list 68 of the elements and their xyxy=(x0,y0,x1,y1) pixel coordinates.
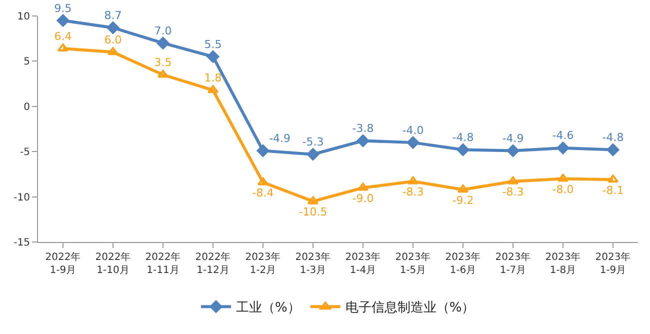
legend-label: 电子信息制造业（%） xyxy=(345,300,475,316)
data-label: 7.0 xyxy=(154,24,172,38)
x-tick-label: 2023年 1-2月 xyxy=(245,251,281,276)
data-label: -8.0 xyxy=(552,182,574,196)
point xyxy=(56,14,70,27)
data-label: -10.5 xyxy=(298,206,328,219)
point xyxy=(106,22,120,34)
y-tick-label: -15 xyxy=(14,238,30,248)
data-label: -9.2 xyxy=(452,194,474,207)
legend-label: 工业（%） xyxy=(236,300,300,316)
point xyxy=(207,85,219,94)
data-label: -8.3 xyxy=(402,186,424,199)
data-label: -4.9 xyxy=(269,132,290,145)
point xyxy=(206,50,220,63)
data-label: 6.0 xyxy=(104,33,122,46)
point xyxy=(506,144,520,157)
point xyxy=(557,174,569,182)
data-label: -3.8 xyxy=(352,122,374,135)
y-tick-label: 0 xyxy=(24,102,30,113)
x-tick-label: 2023年 1-5月 xyxy=(395,251,431,276)
data-label: -5.3 xyxy=(302,136,324,149)
x-tick-label: 2023年 1-4月 xyxy=(345,251,381,276)
x-tick-label: 2022年 1-10月 xyxy=(95,251,131,276)
point xyxy=(456,144,470,156)
data-label: -8.4 xyxy=(252,186,274,200)
y-tick-label: -5 xyxy=(20,147,30,158)
data-label: -8.1 xyxy=(602,184,624,197)
y-tick-label: -10 xyxy=(14,192,30,204)
point xyxy=(307,196,319,204)
x-tick-label: 2022年 1-12月 xyxy=(195,251,231,276)
x-tick-label: 2023年 1-8月 xyxy=(545,251,581,276)
data-label: -4.6 xyxy=(552,129,574,142)
point xyxy=(356,134,370,147)
data-label: -8.3 xyxy=(502,186,524,199)
point xyxy=(306,148,320,161)
point xyxy=(257,177,269,186)
data-label: 6.4 xyxy=(54,30,72,43)
point xyxy=(156,36,170,50)
y-tick-label: 10 xyxy=(17,12,30,22)
x-tick-label: 2023年 1-7月 xyxy=(495,251,531,276)
point xyxy=(556,142,570,154)
point xyxy=(406,136,420,149)
data-label: 8.7 xyxy=(104,9,122,22)
x-tick-label: 2023年 1-3月 xyxy=(295,251,331,276)
point xyxy=(507,176,519,184)
data-label: -9.0 xyxy=(352,192,374,206)
data-label: 5.5 xyxy=(204,38,222,51)
data-label: -4.0 xyxy=(402,124,424,137)
point xyxy=(57,44,69,52)
point xyxy=(407,176,419,184)
data-label: -4.8 xyxy=(452,131,474,144)
point xyxy=(157,70,169,78)
point xyxy=(357,182,369,191)
point xyxy=(256,144,270,157)
data-label: 3.5 xyxy=(154,56,172,70)
y-tick-label: 5 xyxy=(24,56,30,68)
point xyxy=(107,47,119,56)
data-label: -4.8 xyxy=(602,131,624,144)
data-label: 9.5 xyxy=(54,2,72,15)
point xyxy=(607,174,619,183)
point xyxy=(606,144,620,156)
x-tick-label: 2023年 1-6月 xyxy=(445,251,481,276)
point xyxy=(457,184,469,193)
data-label: -4.9 xyxy=(502,132,524,145)
x-tick-label: 2022年 1-9月 xyxy=(45,251,81,276)
x-tick-label: 2022年 1-11月 xyxy=(145,251,181,276)
data-label: 1.8 xyxy=(204,71,222,84)
x-tick-label: 2023年 1-9月 xyxy=(595,251,631,276)
